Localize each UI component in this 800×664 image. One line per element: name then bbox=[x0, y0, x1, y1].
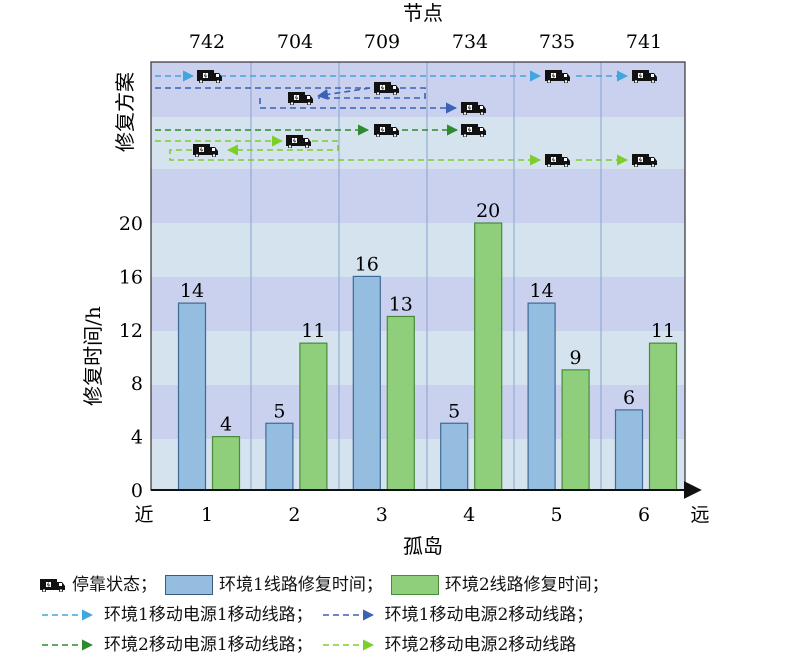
node-label: 735 bbox=[539, 31, 575, 53]
x-tick-label: 3 bbox=[376, 504, 388, 526]
top-axis-title: 节点 bbox=[403, 1, 443, 25]
legend-env2: 环境2线路修复时间； bbox=[390, 570, 609, 600]
bar-label-env2-4: 20 bbox=[476, 200, 500, 222]
legend-e2s2-arrow bbox=[322, 639, 374, 651]
x-near-label: 近 bbox=[134, 504, 153, 526]
bars: 14 5 16 5 14 6 4 11 13 20 9 11 bbox=[177, 200, 678, 491]
bar-env1-1 bbox=[177, 302, 207, 491]
legend-env1-label: 环境1线路修复时间； bbox=[219, 575, 383, 595]
x-far-label: 远 bbox=[690, 504, 709, 526]
legend-parking: 停靠状态； bbox=[40, 570, 157, 600]
node-label: 709 bbox=[364, 31, 400, 53]
bar-env1-2 bbox=[265, 422, 294, 491]
bar-label-env2-3: 13 bbox=[389, 293, 413, 315]
bar-env2-3 bbox=[386, 315, 415, 491]
legend-env2-swatch bbox=[390, 575, 439, 595]
bar-env1-3 bbox=[352, 275, 381, 491]
node-label: 704 bbox=[277, 31, 313, 53]
y-tick-label: 12 bbox=[119, 320, 143, 342]
bar-label-env1-1: 14 bbox=[180, 280, 204, 302]
legend-e1s2-label: 环境1移动电源2移动线路； bbox=[384, 605, 594, 625]
legend-parking-label: 停靠状态； bbox=[72, 575, 157, 595]
y-tick-label: 16 bbox=[119, 266, 143, 288]
node-label: 741 bbox=[626, 31, 662, 53]
route-e2s2-segment bbox=[169, 149, 542, 166]
bar-label-env1-6: 6 bbox=[623, 387, 635, 409]
truck-icon bbox=[40, 578, 66, 592]
y-tick-label: 0 bbox=[131, 480, 143, 502]
chart: 节点 742 704 709 734 735 741 修复方案 bbox=[81, 1, 710, 558]
bar-env1-4 bbox=[440, 422, 469, 491]
y-axis: 0 4 8 12 16 20 bbox=[119, 213, 143, 502]
legend-e1s1: 环境1移动电源1移动线路； bbox=[40, 600, 313, 630]
legend-e1s2-arrow bbox=[322, 609, 374, 621]
x-tick-label: 2 bbox=[288, 504, 300, 526]
bar-label-env1-5: 14 bbox=[530, 280, 554, 302]
bar-label-env1-4: 5 bbox=[448, 400, 460, 422]
bar-label-env2-6: 11 bbox=[651, 320, 675, 342]
bar-env2-6 bbox=[648, 342, 678, 491]
column-dividers bbox=[250, 62, 602, 490]
x-axis-title: 孤岛 bbox=[403, 534, 443, 558]
legend-e1s1-label: 环境1移动电源1移动线路； bbox=[104, 605, 313, 625]
route-e1s2-segment bbox=[316, 87, 371, 101]
bar-env2-4 bbox=[474, 222, 503, 491]
bar-env2-2 bbox=[299, 342, 328, 491]
route-e1s2-segment bbox=[318, 87, 426, 99]
legend-e2s1-arrow bbox=[42, 639, 94, 651]
node-label: 742 bbox=[189, 31, 225, 53]
x-tick-label: 6 bbox=[638, 504, 650, 526]
y-tick-label: 20 bbox=[119, 213, 143, 235]
y-tick-label: 8 bbox=[131, 373, 143, 395]
legend-e2s2-label: 环境2移动电源2移动线路 bbox=[384, 635, 577, 655]
legend-e1s2: 环境1移动电源2移动线路； bbox=[321, 600, 594, 630]
legend-e1s1-arrow bbox=[42, 609, 94, 621]
y-axis-title: 修复时间/h bbox=[81, 306, 105, 406]
bar-env1-5 bbox=[527, 302, 556, 491]
legend-e2s1-label: 环境2移动电源1移动线路； bbox=[104, 635, 313, 655]
x-axis: 1 2 3 4 5 6 bbox=[201, 504, 650, 526]
bar-label-env2-2: 11 bbox=[301, 320, 325, 342]
legend-env1-swatch bbox=[165, 575, 213, 595]
route-e2s2-segment bbox=[226, 140, 339, 156]
bar-label-env1-3: 16 bbox=[355, 253, 379, 275]
y-tick-label: 4 bbox=[131, 427, 143, 449]
legend-env1: 环境1线路修复时间； bbox=[165, 570, 383, 600]
plan-label: 修复方案 bbox=[113, 72, 137, 152]
bar-env1-6 bbox=[614, 409, 644, 491]
node-label: 734 bbox=[452, 31, 488, 53]
bar-label-env2-5: 9 bbox=[570, 347, 582, 369]
bar-label-env2-1: 4 bbox=[220, 414, 232, 436]
route-e1s2-segment bbox=[259, 98, 458, 114]
legend-e2s1: 环境2移动电源1移动线路； bbox=[40, 630, 313, 660]
x-tick-label: 1 bbox=[201, 504, 213, 526]
legend-e2s2: 环境2移动电源2移动线路 bbox=[321, 630, 577, 660]
legend-env2-label: 环境2线路修复时间； bbox=[444, 575, 609, 595]
bar-env2-1 bbox=[211, 436, 241, 491]
x-tick-label: 4 bbox=[463, 504, 475, 526]
bar-env2-5 bbox=[561, 369, 590, 491]
x-tick-label: 5 bbox=[551, 504, 563, 526]
route-lines bbox=[155, 70, 629, 166]
bar-label-env1-2: 5 bbox=[273, 400, 285, 422]
legend: 停靠状态； 环境1线路修复时间； 环境2线路修复时间； 环境1移动电源1移动线路… bbox=[40, 570, 800, 660]
